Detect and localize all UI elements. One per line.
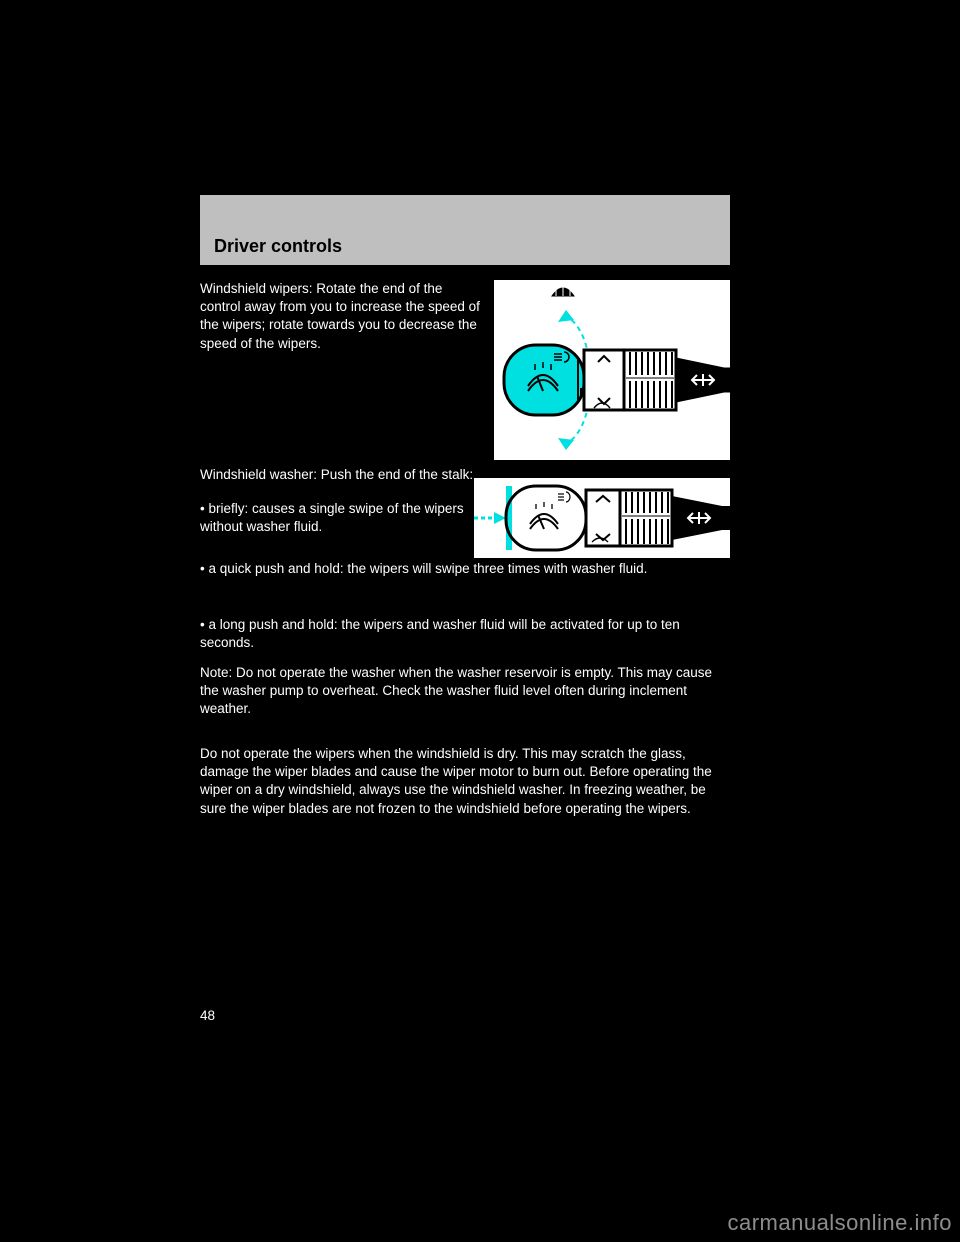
diagram-wiper-rotate	[494, 280, 730, 460]
bullet-quick-hold: • a quick push and hold: the wipers will…	[200, 560, 730, 578]
note-reservoir: Note: Do not operate the washer when the…	[200, 664, 730, 719]
diagram-washer-push	[474, 478, 730, 558]
bullet-brief: • briefly: causes a single swipe of the …	[200, 500, 485, 536]
section-title: Driver controls	[214, 236, 342, 257]
paragraph-dry-windshield: Do not operate the wipers when the winds…	[200, 745, 730, 818]
watermark-text: carmanualsonline.info	[727, 1210, 952, 1236]
washer-push-svg	[474, 478, 730, 558]
page-root: Driver controls	[0, 0, 960, 1242]
bullet-long-hold: • a long push and hold: the wipers and w…	[200, 616, 730, 652]
header-bar: Driver controls	[200, 195, 730, 265]
page-number: 48	[200, 1008, 215, 1023]
paragraph-wipers: Windshield wipers: Rotate the end of the…	[200, 280, 485, 353]
paragraph-washer-intro: Windshield washer: Push the end of the s…	[200, 466, 730, 484]
wiper-rotate-svg	[494, 280, 730, 460]
